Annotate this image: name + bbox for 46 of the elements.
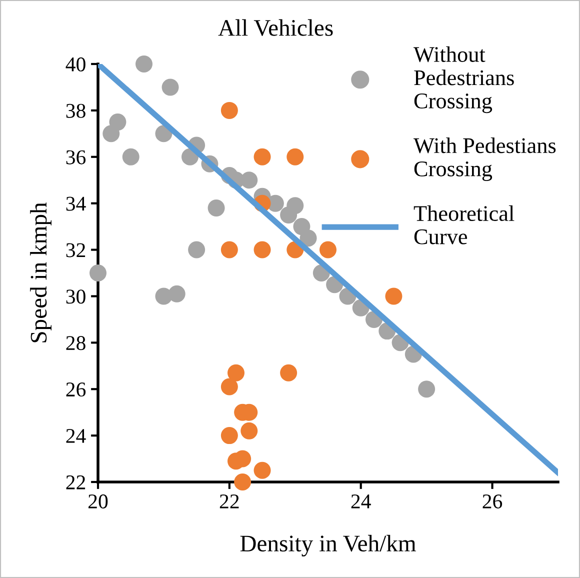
point xyxy=(109,114,126,131)
point xyxy=(385,288,402,305)
x-tick-label: 20 xyxy=(88,494,108,508)
point xyxy=(220,378,238,396)
y-tick-label: 30 xyxy=(66,290,86,304)
y-tick-label: 24 xyxy=(66,428,86,443)
y-axis-title: Speed in kmph xyxy=(30,202,52,342)
x-tick-label: 26 xyxy=(482,494,502,508)
point xyxy=(286,148,304,166)
point xyxy=(319,241,337,258)
point xyxy=(220,102,238,119)
y-tick-label: 22 xyxy=(66,475,86,490)
point xyxy=(234,473,252,491)
legend-label: Without Pedestrians Crossing xyxy=(414,46,514,114)
point xyxy=(122,148,140,166)
chart-title: All Vehicles xyxy=(218,19,333,36)
point xyxy=(227,364,245,382)
point xyxy=(240,172,258,189)
y-tick-label: 40 xyxy=(66,57,86,72)
legend-label: With Pedestians Crossing xyxy=(414,138,556,181)
point xyxy=(286,197,304,214)
y-tick-label: 38 xyxy=(66,104,86,118)
y-tick-label: 34 xyxy=(66,196,86,211)
point xyxy=(168,285,186,302)
x-tick-label: 24 xyxy=(351,494,371,508)
point xyxy=(220,241,238,258)
point xyxy=(254,148,271,166)
y-tick-label: 32 xyxy=(66,243,86,258)
point xyxy=(240,422,258,440)
point xyxy=(162,78,179,96)
point xyxy=(135,55,153,73)
legend-label: Theoretical Curve xyxy=(414,205,514,244)
point xyxy=(89,264,107,282)
point xyxy=(300,230,317,247)
x-tick-label: 22 xyxy=(220,494,239,508)
point xyxy=(254,241,271,258)
y-tick-label: 36 xyxy=(66,150,86,164)
y-tick-label: 28 xyxy=(66,336,86,350)
y-tick-label: 26 xyxy=(66,382,86,397)
point xyxy=(208,199,225,216)
point xyxy=(220,427,238,444)
x-axis-title: Density in Veh/km xyxy=(240,534,416,556)
point xyxy=(188,241,206,258)
point xyxy=(254,462,271,479)
point xyxy=(280,364,298,382)
point xyxy=(418,380,436,398)
